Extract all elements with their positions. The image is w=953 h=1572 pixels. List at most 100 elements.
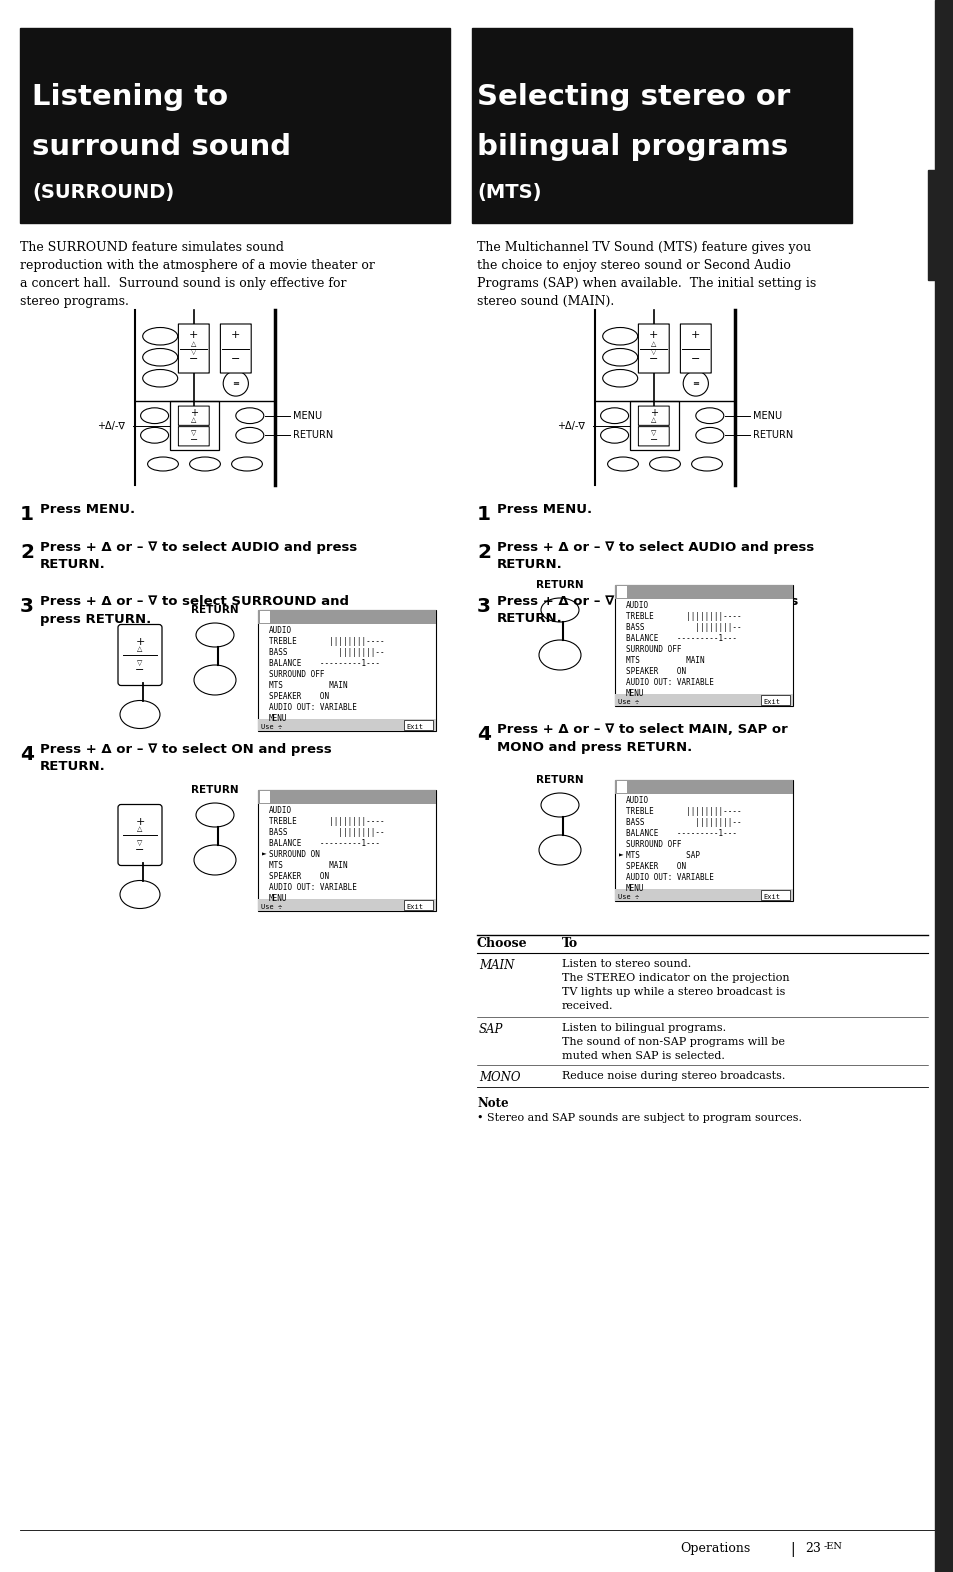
Text: Exit: Exit <box>406 904 422 910</box>
Text: BASS           ||||||||--: BASS ||||||||-- <box>625 623 740 632</box>
Text: RETURN: RETURN <box>191 784 238 795</box>
Text: Press + Δ or – ∇ to select AUDIO and press: Press + Δ or – ∇ to select AUDIO and pre… <box>40 541 356 553</box>
Text: • Stereo and SAP sounds are subject to program sources.: • Stereo and SAP sounds are subject to p… <box>476 1113 801 1122</box>
Text: △: △ <box>191 341 196 346</box>
Text: 4: 4 <box>20 745 34 764</box>
Text: Press MENU.: Press MENU. <box>40 503 135 516</box>
Text: MENU: MENU <box>625 883 644 893</box>
FancyBboxPatch shape <box>638 406 668 426</box>
Text: MTS          MAIN: MTS MAIN <box>269 681 347 690</box>
Text: SPEAKER    ON: SPEAKER ON <box>269 692 329 701</box>
Text: 1: 1 <box>20 505 34 523</box>
Text: |: | <box>789 1542 794 1556</box>
Text: muted when SAP is selected.: muted when SAP is selected. <box>561 1052 724 1061</box>
Text: Listening to: Listening to <box>32 83 228 112</box>
Bar <box>20 28 450 223</box>
Text: SPEAKER    ON: SPEAKER ON <box>625 667 685 676</box>
Text: BASS           ||||||||--: BASS ||||||||-- <box>269 828 384 836</box>
Text: -EN: -EN <box>823 1542 842 1552</box>
Text: RETURN: RETURN <box>293 431 333 440</box>
Text: −: − <box>649 435 658 445</box>
FancyBboxPatch shape <box>118 805 162 866</box>
Text: Exit: Exit <box>406 725 422 729</box>
Text: The STEREO indicator on the projection: The STEREO indicator on the projection <box>561 973 789 982</box>
Bar <box>472 28 851 223</box>
FancyBboxPatch shape <box>638 324 668 373</box>
Text: BALANCE    ---------1---: BALANCE ---------1--- <box>269 659 379 668</box>
Text: +: + <box>649 407 658 418</box>
Text: MTS          MAIN: MTS MAIN <box>625 656 704 665</box>
Text: MENU: MENU <box>269 894 287 902</box>
Text: +: + <box>690 330 700 340</box>
Text: MENU: MENU <box>293 410 322 421</box>
Text: −: − <box>135 665 145 674</box>
Text: SPEAKER    ON: SPEAKER ON <box>625 861 685 871</box>
Text: AUDIO OUT: VARIABLE: AUDIO OUT: VARIABLE <box>625 872 713 882</box>
Text: TREBLE       ||||||||----: TREBLE ||||||||---- <box>269 637 384 646</box>
Text: TREBLE       ||||||||----: TREBLE ||||||||---- <box>269 817 384 825</box>
Text: AUDIO: AUDIO <box>625 795 648 805</box>
Text: SPEAKER    ON: SPEAKER ON <box>269 872 329 880</box>
Text: Use ÷: Use ÷ <box>618 894 639 901</box>
Text: SURROUND ON: SURROUND ON <box>269 850 319 858</box>
Text: RETURN.: RETURN. <box>497 613 562 626</box>
Bar <box>257 610 436 624</box>
Text: Exit: Exit <box>762 700 780 704</box>
Bar <box>257 610 436 731</box>
Text: 2: 2 <box>476 542 491 563</box>
Bar <box>257 718 436 731</box>
Text: To: To <box>561 937 578 949</box>
Text: RETURN.: RETURN. <box>40 558 106 572</box>
Bar <box>617 781 626 792</box>
Text: Press + Δ or – ∇ to select AUDIO and press: Press + Δ or – ∇ to select AUDIO and pre… <box>497 541 814 553</box>
Bar <box>760 695 789 704</box>
Text: RETURN: RETURN <box>536 775 583 784</box>
Text: −: − <box>189 354 198 365</box>
Bar <box>403 901 433 910</box>
Text: AUDIO OUT: VARIABLE: AUDIO OUT: VARIABLE <box>269 703 356 712</box>
Text: 2: 2 <box>20 542 34 563</box>
Bar <box>170 401 219 450</box>
Bar <box>615 585 792 599</box>
Text: Operations: Operations <box>679 1542 749 1555</box>
Text: AUDIO OUT: VARIABLE: AUDIO OUT: VARIABLE <box>269 883 356 891</box>
Text: +: + <box>190 407 197 418</box>
Text: Exit: Exit <box>762 894 780 901</box>
Text: MONO: MONO <box>478 1071 520 1085</box>
Text: press RETURN.: press RETURN. <box>40 613 152 626</box>
Text: TV lights up while a stereo broadcast is: TV lights up while a stereo broadcast is <box>561 987 784 997</box>
Text: Selecting stereo or: Selecting stereo or <box>476 83 789 112</box>
Text: TREBLE       ||||||||----: TREBLE ||||||||---- <box>625 806 740 816</box>
Text: BASS           ||||||||--: BASS ||||||||-- <box>625 817 740 827</box>
Text: (SURROUND): (SURROUND) <box>32 182 174 201</box>
Bar <box>927 170 953 280</box>
Text: 3: 3 <box>20 597 34 616</box>
Text: △: △ <box>651 341 656 346</box>
Text: MONO and press RETURN.: MONO and press RETURN. <box>497 740 692 753</box>
Text: △: △ <box>137 825 143 832</box>
Text: ▽: ▽ <box>651 349 656 355</box>
Text: +: + <box>135 637 145 648</box>
Text: +Δ/-∇: +Δ/-∇ <box>97 420 125 431</box>
Text: △: △ <box>191 417 196 423</box>
Text: The SURROUND feature simulates sound
reproduction with the atmosphere of a movie: The SURROUND feature simulates sound rep… <box>20 241 375 308</box>
Text: SURROUND OFF: SURROUND OFF <box>625 645 680 654</box>
Text: (MTS): (MTS) <box>476 182 541 201</box>
Text: +: + <box>231 330 240 340</box>
Bar <box>615 780 792 901</box>
Text: received.: received. <box>561 1001 613 1011</box>
Bar <box>617 586 626 597</box>
Text: The sound of non-SAP programs will be: The sound of non-SAP programs will be <box>561 1038 784 1047</box>
Text: Press + Δ or – ∇ to select MAIN, SAP or: Press + Δ or – ∇ to select MAIN, SAP or <box>497 723 787 736</box>
Text: +: + <box>189 330 198 340</box>
Text: BALANCE    ---------1---: BALANCE ---------1--- <box>625 634 737 643</box>
Text: RETURN: RETURN <box>752 431 792 440</box>
Text: −: − <box>135 846 145 855</box>
Text: ▽: ▽ <box>137 839 143 846</box>
Text: Listen to bilingual programs.: Listen to bilingual programs. <box>561 1023 725 1033</box>
Text: +: + <box>648 330 658 340</box>
Text: RETURN: RETURN <box>191 605 238 615</box>
Text: ▽: ▽ <box>191 431 196 437</box>
Text: SURROUND OFF: SURROUND OFF <box>625 839 680 849</box>
Text: BALANCE    ---------1---: BALANCE ---------1--- <box>269 839 379 847</box>
